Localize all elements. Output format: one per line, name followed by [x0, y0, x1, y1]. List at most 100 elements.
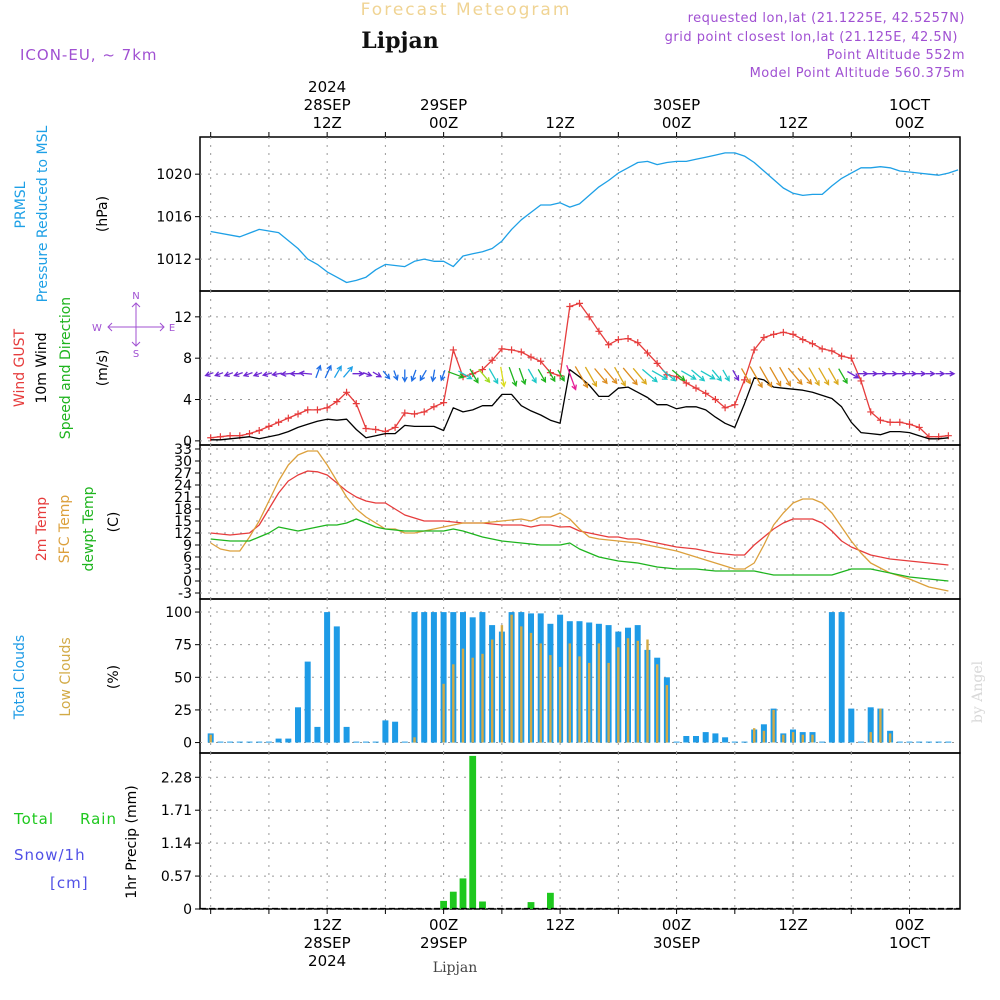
bottom-time-label: 30SEP — [653, 934, 700, 952]
bottom-time-label: 12Z — [778, 916, 807, 934]
wind-direction-arrow — [671, 369, 686, 382]
gust-marker — [915, 423, 923, 431]
low-clouds-bar — [782, 734, 785, 743]
total-clouds-bar — [382, 720, 389, 743]
y-tick-label: 18 — [174, 502, 192, 518]
model-label: ICON-EU, ~ 7km — [20, 46, 158, 64]
y-tick-label: 1016 — [156, 210, 192, 226]
gust-marker — [207, 434, 215, 442]
wind-direction-arrow — [700, 370, 716, 380]
wind-side-labels: Wind GUST 10m Wind Speed and Direction (… — [12, 297, 111, 439]
low-clouds-bar — [491, 639, 494, 743]
gust-marker — [760, 334, 768, 342]
low-clouds-bar — [413, 737, 416, 743]
wind-direction-arrow — [566, 364, 577, 391]
wind-direction-arrow — [661, 369, 677, 382]
top-time-label: 12Z — [778, 114, 807, 132]
clouds-unit-label: (%) — [106, 665, 122, 689]
gust-marker — [449, 346, 457, 354]
gust-marker — [508, 346, 516, 354]
pressure-line — [210, 152, 959, 284]
y-tick-label: 1020 — [156, 167, 192, 183]
bottom-time-label: 00Z — [662, 916, 691, 934]
wind-direction-arrow — [594, 368, 608, 385]
low-clouds-bar — [636, 640, 639, 743]
low-clouds-bar — [461, 648, 465, 743]
pressure-side-labels: PRMSL Pressure Reduced to MSL (hPa) — [13, 125, 111, 302]
low-clouds-label: Low Clouds — [58, 637, 74, 716]
y-tick-label: 100 — [165, 605, 192, 621]
wind-direction-arrow — [252, 371, 263, 377]
low-clouds-bar — [879, 708, 882, 743]
total-clouds-bar — [838, 612, 845, 743]
axis-layer: 10121016102004812-3036912151821242730330… — [156, 78, 930, 970]
precip-panel — [199, 752, 961, 910]
total-clouds-bar — [411, 612, 418, 743]
gust-marker — [566, 303, 574, 311]
total-label: Total — [13, 810, 54, 828]
y-tick-label: 12 — [174, 526, 192, 542]
wind-direction-arrow — [779, 366, 791, 387]
pressure-panel — [199, 136, 961, 292]
wind-direction-arrow — [797, 367, 813, 386]
total-clouds-bar — [741, 741, 748, 743]
wind-direction-arrow — [935, 370, 946, 377]
gust-marker — [643, 349, 651, 357]
wind-direction-arrow — [315, 364, 322, 379]
top-time-label: 00Z — [429, 114, 458, 132]
low-clouds-bar — [510, 614, 513, 743]
requested-coords: requested lon,lat (21.1225E, 42.5257N) — [688, 11, 965, 26]
wind-direction-arrow — [711, 369, 723, 382]
top-time-label: 12Z — [312, 114, 341, 132]
total-clouds-bar — [265, 741, 272, 743]
gust-marker — [624, 335, 632, 343]
precip-side-labels: Total Rain Snow/1h [cm] 1hr Precip (mm) — [13, 785, 140, 898]
low-clouds-bar — [578, 656, 581, 743]
location-title: Lipjan — [361, 28, 438, 54]
low-clouds-bar — [568, 643, 571, 743]
wind-direction-arrow — [614, 366, 626, 387]
wind-direction-arrow — [740, 368, 751, 385]
wind-direction-arrow — [447, 371, 465, 379]
wind-direction-arrow — [603, 368, 618, 385]
y-tick-label: 0.57 — [161, 869, 192, 885]
y-tick-label: 15 — [174, 514, 192, 530]
bottom-time-label: 28SEP — [304, 934, 351, 952]
total-clouds-bar — [343, 726, 350, 743]
sfc-temp-line — [210, 450, 949, 592]
y-tick-label: 9 — [183, 538, 192, 554]
wind-direction-arrow — [372, 371, 383, 378]
wind-direction-arrow — [223, 371, 234, 377]
gust-marker — [333, 398, 341, 406]
gust-marker — [517, 348, 525, 356]
low-clouds-bar — [452, 664, 455, 743]
y-tick-label: 0 — [183, 902, 192, 918]
rain-bar — [469, 755, 477, 909]
wind-direction-arrow — [261, 371, 273, 378]
gust-marker — [343, 388, 351, 396]
snow-unit-label: [cm] — [50, 874, 89, 892]
compass-e: E — [169, 323, 175, 334]
total-clouds-bar — [324, 612, 331, 743]
wind-direction-arrow — [759, 366, 773, 388]
gust-marker — [323, 404, 331, 412]
wind-direction-arrow — [632, 367, 648, 385]
y-tick-label: 27 — [174, 466, 192, 482]
low-clouds-bar — [471, 657, 474, 743]
total-clouds-bar — [858, 741, 864, 743]
wind-direction-arrow — [651, 370, 668, 380]
gust-marker — [828, 347, 836, 355]
y-tick-label: 33 — [174, 442, 192, 458]
precip-unit-label: 1hr Precip (mm) — [124, 785, 140, 898]
wind-direction-arrow — [214, 371, 224, 377]
low-clouds-bar — [607, 662, 610, 743]
total-clouds-bar — [712, 733, 719, 743]
t2m-label: 2m Temp — [34, 497, 50, 561]
wind10m-label: 10m Wind — [34, 332, 50, 403]
wind-direction-arrow — [419, 369, 427, 382]
wind-speed-line — [210, 368, 949, 441]
y-tick-label: 21 — [174, 490, 192, 506]
gust-marker — [711, 396, 719, 404]
wind-direction-arrow — [488, 368, 499, 385]
low-clouds-bar — [520, 626, 523, 743]
